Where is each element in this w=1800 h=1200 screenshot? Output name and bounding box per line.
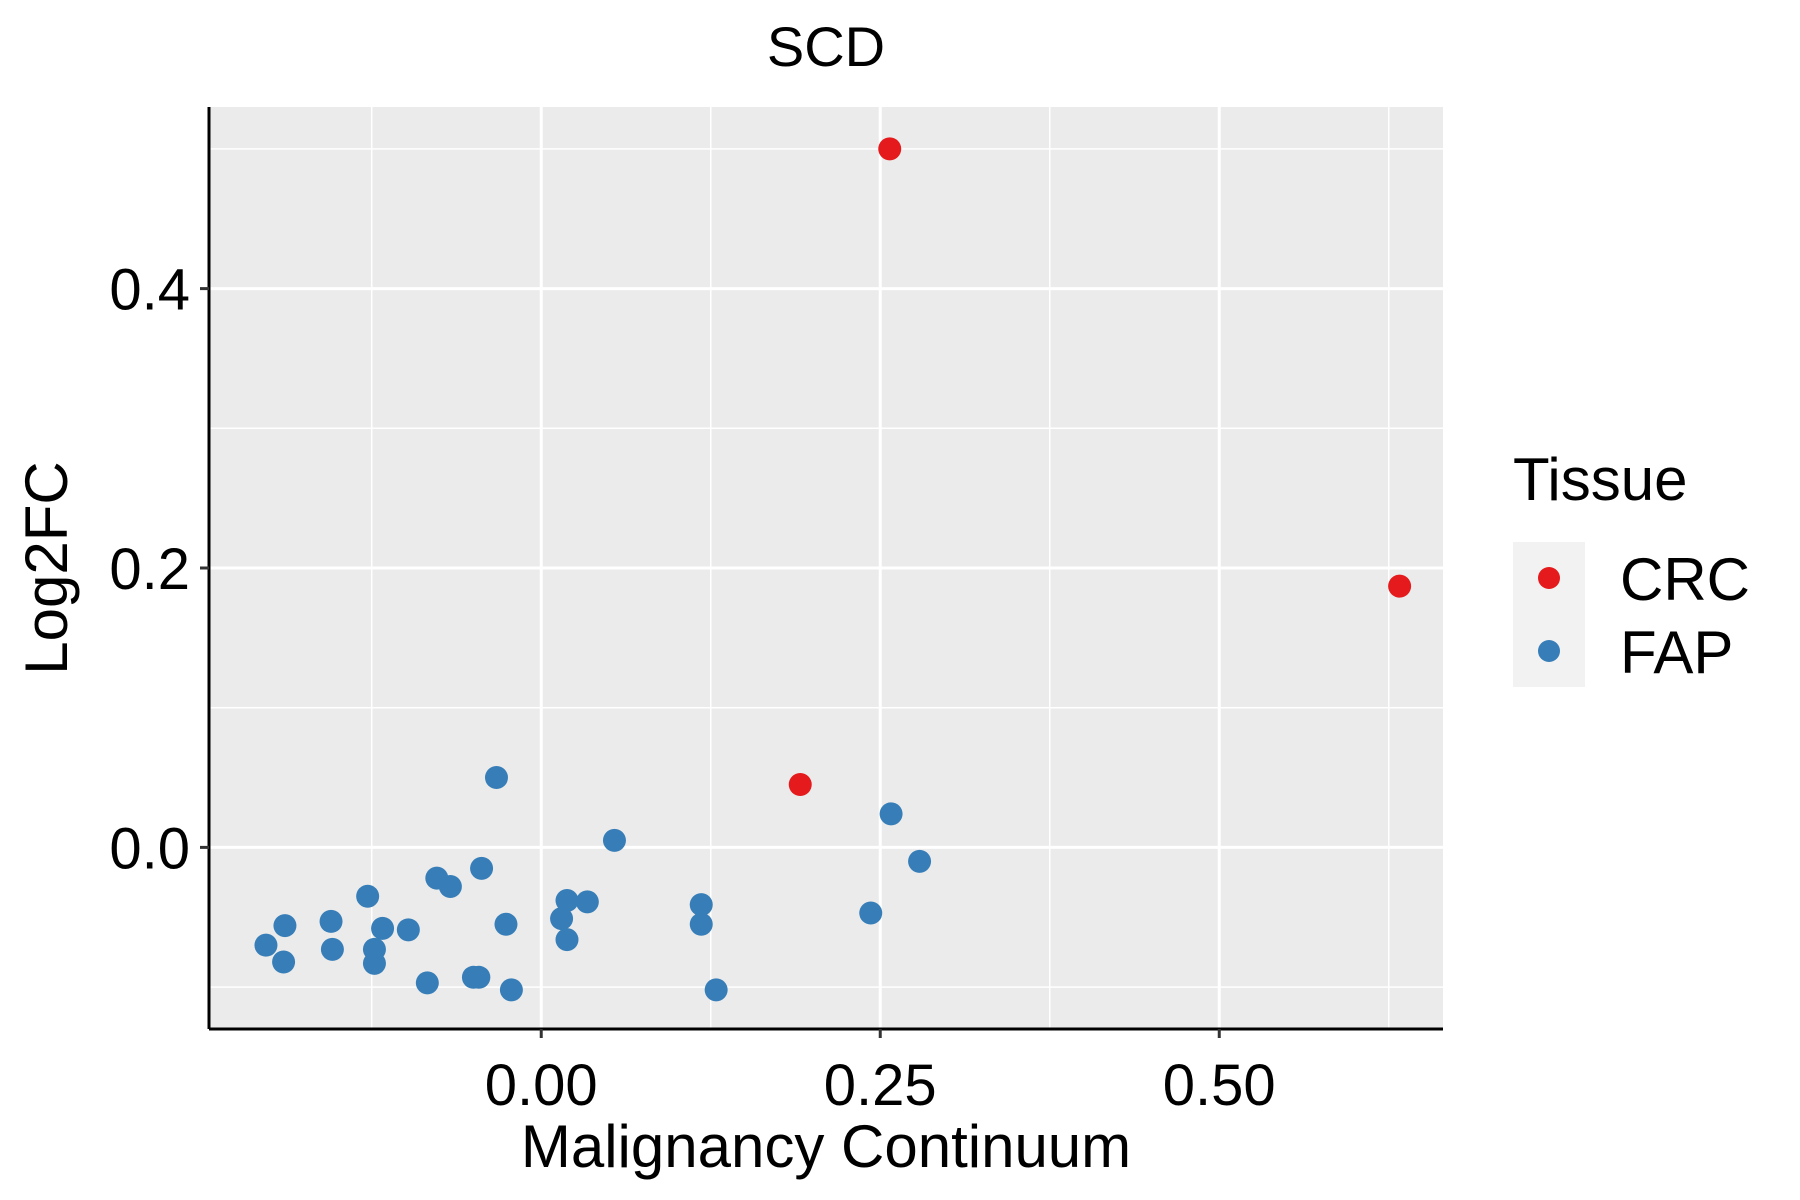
y-tick-label: 0.0 (109, 816, 190, 881)
x-tick-label: 0.00 (485, 1053, 598, 1118)
chart-title: SCD (767, 15, 885, 78)
point-fap (470, 856, 494, 880)
legend-label-crc: CRC (1620, 546, 1750, 613)
point-fap (494, 912, 518, 936)
point-fap (704, 978, 728, 1002)
point-fap (254, 933, 278, 957)
point-fap (484, 766, 508, 790)
point-fap (555, 888, 579, 912)
x-tick-label: 0.25 (824, 1053, 937, 1118)
x-tick-label: 0.50 (1163, 1053, 1276, 1118)
point-fap (550, 907, 574, 931)
x-axis-label: Malignancy Continuum (521, 1113, 1131, 1180)
point-fap (319, 909, 343, 933)
point-fap (438, 875, 462, 899)
legend-key-fap (1538, 640, 1560, 662)
legend-key-background (1513, 542, 1585, 687)
x-axis-ticks: 0.00 0.25 0.50 (485, 1029, 1276, 1118)
y-tick-label: 0.2 (109, 537, 190, 602)
point-fap (908, 849, 932, 873)
point-fap (396, 918, 420, 942)
point-fap (273, 914, 297, 938)
point-crc (788, 773, 812, 797)
point-fap (859, 901, 883, 925)
legend: Tissue CRC FAP (1513, 446, 1750, 687)
point-fap (371, 916, 395, 940)
legend-title: Tissue (1513, 446, 1688, 513)
point-fap (575, 890, 599, 914)
point-fap (415, 971, 439, 995)
point-fap (879, 802, 903, 826)
point-fap (602, 828, 626, 852)
y-axis-ticks: 0.0 0.2 0.4 (109, 258, 209, 881)
point-fap (689, 912, 713, 936)
grid-lines (209, 107, 1443, 1029)
y-tick-label: 0.4 (109, 258, 190, 323)
point-fap (467, 965, 491, 989)
legend-label-fap: FAP (1620, 619, 1733, 686)
point-crc (878, 137, 902, 161)
point-fap (689, 893, 713, 917)
point-fap (356, 884, 380, 908)
point-fap (362, 951, 386, 975)
y-axis-label: Log2FC (13, 461, 80, 674)
data-points (254, 137, 1412, 1002)
point-fap (320, 937, 344, 961)
point-crc (1388, 574, 1412, 598)
legend-key-crc (1538, 567, 1560, 589)
point-fap (555, 928, 579, 952)
point-fap (272, 950, 296, 974)
point-fap (499, 978, 523, 1002)
